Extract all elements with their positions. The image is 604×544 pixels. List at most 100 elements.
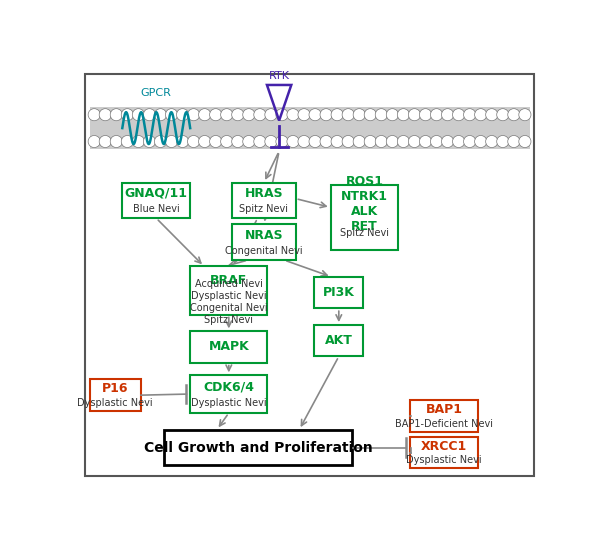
Ellipse shape	[232, 135, 244, 147]
Ellipse shape	[419, 109, 432, 121]
Ellipse shape	[387, 109, 399, 121]
Ellipse shape	[452, 135, 464, 147]
Ellipse shape	[287, 109, 299, 121]
Ellipse shape	[342, 135, 355, 147]
Bar	[89, 107, 530, 149]
Text: P16: P16	[102, 382, 129, 395]
Ellipse shape	[431, 109, 443, 121]
Ellipse shape	[254, 109, 266, 121]
FancyBboxPatch shape	[190, 267, 268, 314]
Ellipse shape	[320, 109, 332, 121]
Ellipse shape	[143, 135, 155, 147]
Ellipse shape	[353, 135, 365, 147]
Text: HRAS: HRAS	[245, 187, 283, 200]
Ellipse shape	[276, 135, 288, 147]
Ellipse shape	[298, 135, 310, 147]
Ellipse shape	[155, 135, 167, 147]
Ellipse shape	[387, 135, 399, 147]
Ellipse shape	[165, 135, 178, 147]
FancyBboxPatch shape	[410, 437, 478, 468]
Text: ROS1
NTRK1
ALK
RET: ROS1 NTRK1 ALK RET	[341, 175, 388, 233]
FancyBboxPatch shape	[85, 73, 535, 476]
Ellipse shape	[375, 135, 387, 147]
Ellipse shape	[464, 109, 476, 121]
Ellipse shape	[486, 109, 498, 121]
Ellipse shape	[419, 135, 432, 147]
Ellipse shape	[176, 109, 188, 121]
FancyBboxPatch shape	[190, 331, 268, 363]
FancyBboxPatch shape	[190, 375, 268, 413]
FancyBboxPatch shape	[122, 183, 190, 218]
Ellipse shape	[254, 135, 266, 147]
Ellipse shape	[408, 135, 420, 147]
Ellipse shape	[519, 109, 531, 121]
Ellipse shape	[199, 109, 211, 121]
Ellipse shape	[99, 109, 111, 121]
Ellipse shape	[431, 135, 443, 147]
Ellipse shape	[496, 109, 509, 121]
Text: BAP1-Deficient Nevi: BAP1-Deficient Nevi	[395, 419, 493, 429]
Ellipse shape	[187, 109, 200, 121]
Ellipse shape	[110, 135, 123, 147]
Ellipse shape	[397, 135, 410, 147]
Text: MAPK: MAPK	[208, 341, 249, 354]
Ellipse shape	[132, 135, 144, 147]
Ellipse shape	[442, 109, 454, 121]
Text: Cell Growth and Proliferation: Cell Growth and Proliferation	[144, 441, 373, 454]
FancyBboxPatch shape	[233, 225, 295, 260]
Ellipse shape	[220, 135, 233, 147]
Ellipse shape	[320, 135, 332, 147]
FancyBboxPatch shape	[314, 277, 364, 308]
Text: Acquired Nevi
Dysplastic Nevi
Congenital Nevi
Spitz Nevi: Acquired Nevi Dysplastic Nevi Congenital…	[190, 279, 268, 325]
Ellipse shape	[220, 109, 233, 121]
Ellipse shape	[475, 135, 487, 147]
Ellipse shape	[464, 135, 476, 147]
Ellipse shape	[364, 109, 376, 121]
Ellipse shape	[353, 109, 365, 121]
Text: RTK: RTK	[269, 71, 290, 81]
Ellipse shape	[132, 109, 144, 121]
Text: GPCR: GPCR	[141, 88, 172, 98]
Ellipse shape	[375, 109, 387, 121]
FancyBboxPatch shape	[314, 325, 364, 356]
Text: Dysplastic Nevi: Dysplastic Nevi	[406, 455, 482, 465]
Ellipse shape	[210, 135, 222, 147]
Ellipse shape	[243, 109, 255, 121]
Ellipse shape	[88, 135, 100, 147]
Text: CDK6/4: CDK6/4	[204, 380, 254, 393]
Ellipse shape	[475, 109, 487, 121]
Ellipse shape	[176, 135, 188, 147]
Text: Spitz Nevi: Spitz Nevi	[239, 204, 289, 214]
Ellipse shape	[408, 109, 420, 121]
Ellipse shape	[121, 135, 133, 147]
Ellipse shape	[397, 109, 410, 121]
Ellipse shape	[364, 135, 376, 147]
Text: AKT: AKT	[325, 334, 353, 347]
Text: NRAS: NRAS	[245, 228, 283, 242]
Ellipse shape	[496, 135, 509, 147]
Ellipse shape	[232, 109, 244, 121]
Ellipse shape	[243, 135, 255, 147]
Ellipse shape	[309, 109, 321, 121]
FancyBboxPatch shape	[164, 430, 352, 465]
Ellipse shape	[187, 135, 200, 147]
Ellipse shape	[519, 135, 531, 147]
Text: Congenital Nevi: Congenital Nevi	[225, 246, 303, 256]
Ellipse shape	[452, 109, 464, 121]
Ellipse shape	[309, 135, 321, 147]
Text: Spitz Nevi: Spitz Nevi	[340, 228, 389, 238]
Text: Dysplastic Nevi: Dysplastic Nevi	[77, 398, 153, 407]
Ellipse shape	[199, 135, 211, 147]
Text: BAP1: BAP1	[426, 403, 463, 416]
Ellipse shape	[331, 135, 343, 147]
Ellipse shape	[99, 135, 111, 147]
FancyBboxPatch shape	[233, 183, 295, 218]
Ellipse shape	[342, 109, 355, 121]
Ellipse shape	[287, 135, 299, 147]
FancyBboxPatch shape	[89, 380, 141, 411]
Ellipse shape	[442, 135, 454, 147]
Ellipse shape	[508, 135, 520, 147]
Ellipse shape	[508, 109, 520, 121]
Ellipse shape	[155, 109, 167, 121]
Ellipse shape	[210, 109, 222, 121]
